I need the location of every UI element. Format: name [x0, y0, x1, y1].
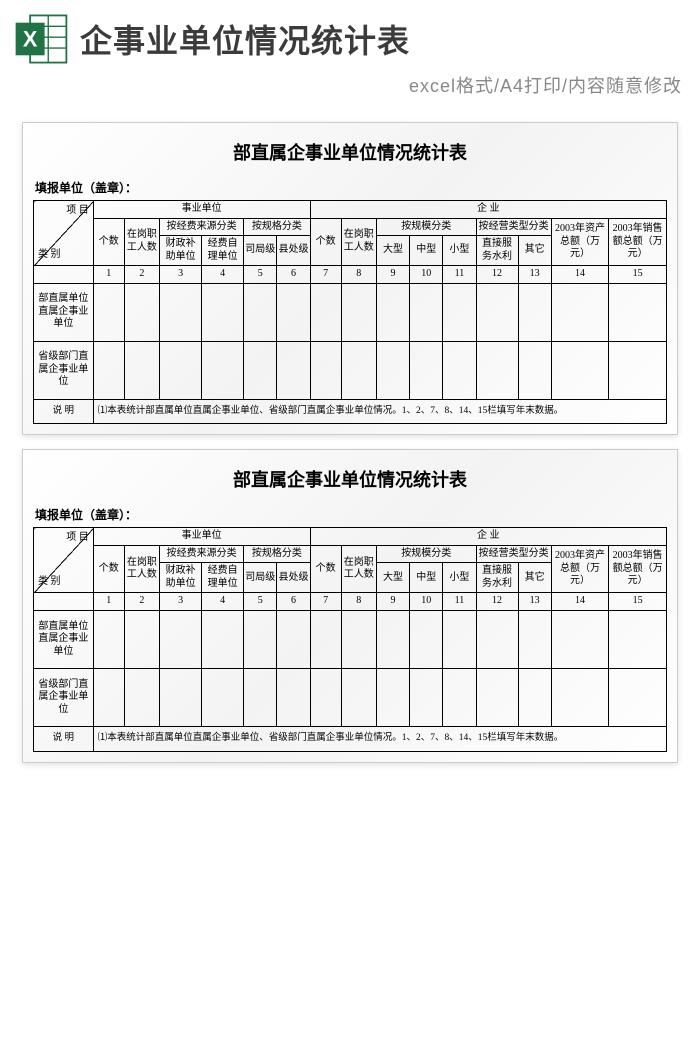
col-fund2: 经费自理单位	[202, 236, 244, 266]
col-scale2: 中型	[410, 236, 443, 266]
col-staff1: 在岗职工人数	[124, 218, 159, 266]
data-row-1: 部直属单位直属企事业单位	[34, 610, 667, 668]
col-scale1: 大型	[376, 236, 409, 266]
data-row-2: 省级部门直属企事业单位	[34, 668, 667, 726]
col-spec-group: 按规格分类	[244, 218, 310, 236]
page-title: 企事业单位情况统计表	[80, 16, 410, 62]
group-enterprise: 企 业	[310, 528, 666, 546]
col-spec1: 司局级	[244, 236, 277, 266]
sheet-preview-2: 部直属企事业单位情况统计表 填报单位（盖章）： 项 目 类 别 事业单位 企 业…	[22, 449, 678, 762]
col-sales: 2003年销售额总额（万元）	[609, 218, 667, 266]
stats-table: 项 目 类 别 事业单位 企 业 个数 在岗职工人数 按经费来源分类 按规格分类…	[33, 527, 667, 751]
note-row: 说 明 ⑴本表统计部直属单位直属企事业单位、省级部门直属企事业单位情况。1、2、…	[34, 726, 667, 751]
col-spec2: 县处级	[277, 236, 310, 266]
note-row: 说 明 ⑴本表统计部直属单位直属企事业单位、省级部门直属企事业单位情况。1、2、…	[34, 399, 667, 424]
page-header: X 企事业单位情况统计表	[0, 0, 700, 72]
col-count1: 个数	[93, 218, 124, 266]
sheet-title: 部直属企事业单位情况统计表	[33, 139, 667, 165]
excel-icon: X	[12, 10, 70, 68]
group-enterprise: 企 业	[310, 201, 666, 219]
number-row: 12 34 56 78 910 1112 1314 15	[34, 593, 667, 611]
filler-unit-label: 填报单位（盖章）：	[35, 179, 667, 196]
col-biz-group: 按经营类型分类	[476, 218, 551, 236]
number-row: 12 34 56 78 910 1112 1314 15	[34, 266, 667, 284]
col-count2: 个数	[310, 218, 341, 266]
col-asset: 2003年资产总额（万元）	[551, 218, 609, 266]
group-institution: 事业单位	[93, 201, 310, 219]
stats-table: 项 目 类 别 事业单位 企 业 个数 在岗职工人数 按经费来源分类 按规格分类…	[33, 200, 667, 424]
col-scale-group: 按规模分类	[376, 218, 476, 236]
sheet-title: 部直属企事业单位情况统计表	[33, 466, 667, 492]
sheet-preview-1: 部直属企事业单位情况统计表 填报单位（盖章）： 项 目 类 别 事业单位 企 业…	[22, 122, 678, 435]
col-scale3: 小型	[443, 236, 476, 266]
col-staff2: 在岗职工人数	[341, 218, 376, 266]
data-row-2: 省级部门直属企事业单位	[34, 341, 667, 399]
svg-text:X: X	[23, 26, 38, 51]
col-fund1: 财政补助单位	[160, 236, 202, 266]
data-row-1: 部直属单位直属企事业单位	[34, 283, 667, 341]
group-institution: 事业单位	[93, 528, 310, 546]
page-subtitle: excel格式/A4打印/内容随意修改	[0, 72, 700, 108]
col-biz1: 直接服务水利	[476, 236, 518, 266]
col-biz2: 其它	[518, 236, 551, 266]
diagonal-header: 项 目 类 别	[34, 528, 94, 593]
diagonal-header: 项 目 类 别	[34, 201, 94, 266]
filler-unit-label: 填报单位（盖章）：	[35, 506, 667, 523]
col-fund-group: 按经费来源分类	[160, 218, 244, 236]
